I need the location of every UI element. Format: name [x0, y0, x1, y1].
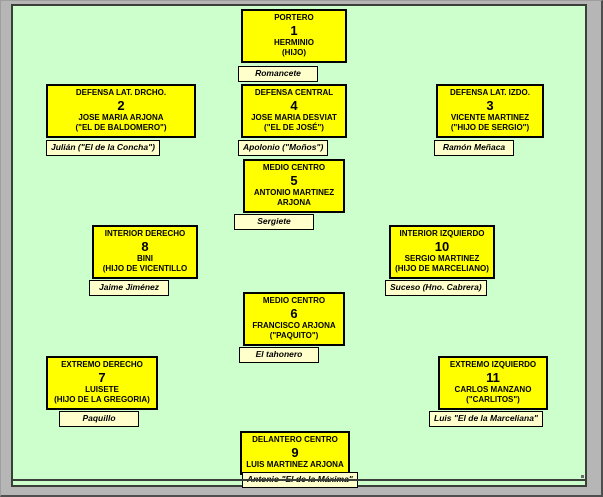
player-name: VICENTE MARTINEZ	[450, 113, 530, 122]
player-box-9-delantero-centro: DELANTERO CENTRO 9 LUIS MARTINEZ ARJONA	[240, 431, 350, 475]
player-nick: ("CARLITOS")	[466, 395, 520, 404]
player-name: JOSE MARIA ARJONA	[78, 113, 164, 122]
player-number: 7	[98, 370, 106, 385]
player-position: INTERIOR IZQUIERDO	[399, 229, 485, 238]
player-name: SERGIO MARTINEZ	[404, 254, 480, 263]
player-number: 4	[290, 98, 298, 113]
player-position: MEDIO CENTRO	[262, 163, 326, 172]
player-number: 9	[291, 445, 299, 460]
player-caption-2: Julián ("El de la Concha")	[46, 140, 160, 156]
player-number: 11	[486, 370, 500, 385]
player-nick: ("EL DE JOSÉ")	[264, 123, 324, 132]
player-caption-1: Romancete	[238, 66, 318, 82]
player-name: CARLOS MANZANO	[454, 385, 532, 394]
player-box-10-interior-izquierdo: INTERIOR IZQUIERDO 10 SERGIO MARTINEZ (H…	[389, 225, 495, 279]
player-position: DEFENSA CENTRAL	[254, 88, 334, 97]
player-position: DELANTERO CENTRO	[252, 435, 338, 444]
player-box-6-medio-centro: MEDIO CENTRO 6 FRANCISCO ARJONA ("PAQUIT…	[243, 292, 345, 346]
player-name: ANTONIO MARTINEZ	[253, 188, 335, 197]
player-position: INTERIOR DERECHO	[104, 229, 186, 238]
player-box-1-portero: PORTERO 1 HERMINIO (HIJO)	[241, 9, 347, 63]
player-caption-8: Jaime Jiménez	[89, 280, 169, 296]
player-nick: ("EL DE BALDOMERO")	[75, 123, 167, 132]
player-name: LUISETE	[85, 385, 119, 394]
player-nick: ARJONA	[277, 198, 311, 207]
player-box-7-extremo-derecho: EXTREMO DERECHO 7 LUISETE (HIJO DE LA GR…	[46, 356, 158, 410]
player-number: 3	[486, 98, 494, 113]
player-box-11-extremo-izquierdo: EXTREMO IZQUIERDO 11 CARLOS MANZANO ("CA…	[438, 356, 548, 410]
player-number: 6	[290, 306, 298, 321]
player-box-2-defensa-lat-drcho: DEFENSA LAT. DRCHO. 2 JOSE MARIA ARJONA …	[46, 84, 196, 138]
player-nick: (HIJO DE VICENTILLO	[102, 264, 188, 273]
player-number: 2	[117, 98, 125, 113]
player-caption-7: Paquillo	[59, 411, 139, 427]
pitch-bottom-divider-line	[13, 479, 585, 481]
player-caption-3: Ramón Meñaca	[434, 140, 514, 156]
player-caption-6: El tahonero	[239, 347, 319, 363]
player-caption-11: Luis "El de la Marceliana"	[429, 411, 543, 427]
player-name: BINI	[137, 254, 153, 263]
player-name: JOSE MARIA DESVIAT	[251, 113, 337, 122]
player-nick: (HIJO DE LA GREGORIA)	[54, 395, 150, 404]
player-box-4-defensa-central: DEFENSA CENTRAL 4 JOSE MARIA DESVIAT ("E…	[241, 84, 347, 138]
player-name: HERMINIO	[274, 38, 314, 47]
player-number: 10	[434, 239, 450, 254]
player-position: DEFENSA LAT. DRCHO.	[75, 88, 167, 97]
player-nick: ("HIJO DE SERGIO")	[450, 123, 530, 132]
player-nick: ("PAQUITO")	[269, 331, 319, 340]
player-name: LUIS MARTINEZ ARJONA	[246, 460, 344, 469]
player-position: PORTERO	[274, 13, 314, 22]
player-number: 1	[290, 23, 298, 38]
player-nick: (HIJO)	[282, 48, 306, 57]
player-position: EXTREMO IZQUIERDO	[449, 360, 537, 369]
player-number: 5	[290, 173, 298, 188]
resize-handle-dot	[581, 475, 584, 478]
player-position: DEFENSA LAT. IZDO.	[450, 88, 530, 97]
player-name: FRANCISCO ARJONA	[252, 321, 336, 330]
player-number: 8	[141, 239, 149, 254]
player-caption-4: Apolonio ("Moños")	[238, 140, 329, 156]
player-box-8-interior-derecho: INTERIOR DERECHO 8 BINI (HIJO DE VICENTI…	[92, 225, 198, 279]
player-position: MEDIO CENTRO	[262, 296, 326, 305]
player-caption-10: Suceso (Hno. Cabrera)	[385, 280, 487, 296]
player-nick: (HIJO DE MARCELIANO)	[395, 264, 489, 273]
player-box-3-defensa-lat-izdo: DEFENSA LAT. IZDO. 3 VICENTE MARTINEZ ("…	[436, 84, 544, 138]
player-position: EXTREMO DERECHO	[61, 360, 143, 369]
player-caption-5: Sergiete	[234, 214, 314, 230]
player-box-5-medio-centro: MEDIO CENTRO 5 ANTONIO MARTINEZ ARJONA	[243, 159, 345, 213]
football-pitch: PORTERO 1 HERMINIO (HIJO) Romancete DEFE…	[11, 4, 587, 488]
